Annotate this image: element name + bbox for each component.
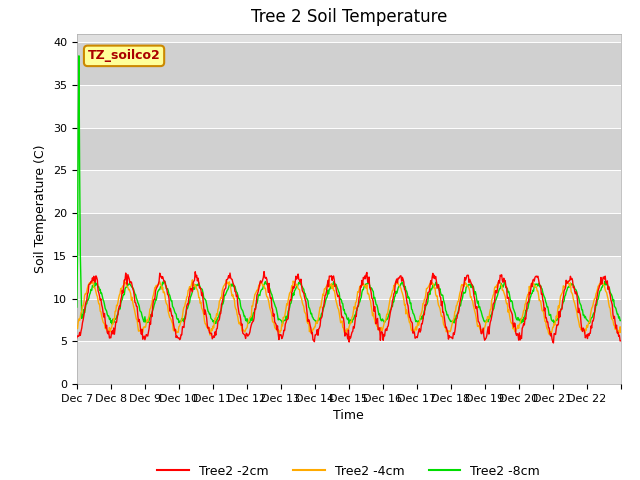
Y-axis label: Soil Temperature (C): Soil Temperature (C) (35, 144, 47, 273)
Bar (77, 170, 621, 213)
Bar (77, 213, 621, 256)
Bar (77, 128, 621, 170)
Bar (77, 42, 621, 85)
X-axis label: Time: Time (333, 409, 364, 422)
Text: TZ_soilco2: TZ_soilco2 (88, 49, 161, 62)
Bar (77, 299, 621, 341)
Bar (77, 85, 621, 128)
Title: Tree 2 Soil Temperature: Tree 2 Soil Temperature (251, 9, 447, 26)
Bar (77, 256, 621, 299)
Legend: Tree2 -2cm, Tree2 -4cm, Tree2 -8cm: Tree2 -2cm, Tree2 -4cm, Tree2 -8cm (152, 460, 545, 480)
Bar (77, 341, 621, 384)
